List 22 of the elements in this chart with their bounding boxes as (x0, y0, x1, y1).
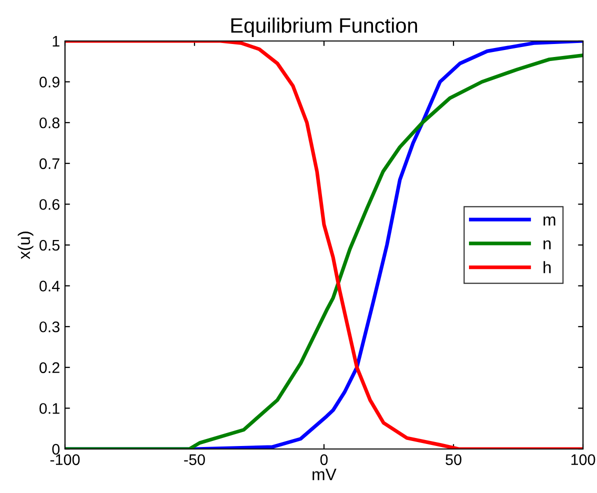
x-axis-title: mV (312, 468, 336, 480)
y-axis-title: x(u) (18, 232, 34, 260)
legend-label: m (544, 216, 556, 226)
y-tick-label: 0.6 (40, 199, 60, 210)
legend-label: h (544, 261, 551, 274)
y-tick-label: 0.5 (40, 240, 60, 251)
y-tick-label: 1 (52, 36, 60, 47)
y-tick-label: 0.3 (40, 321, 60, 332)
x-tick-label: 100 (571, 454, 596, 466)
y-tick-label: 0.8 (40, 117, 60, 128)
y-tick-label: 0.2 (40, 362, 60, 374)
x-tick-label: -50 (184, 454, 205, 466)
chart-title: Equilibrium Function (231, 18, 418, 37)
x-tick-label: 50 (446, 454, 462, 466)
y-tick-label: 0.9 (40, 76, 60, 88)
x-tick-label: -100 (50, 454, 80, 466)
y-tick-label: 0.4 (40, 280, 60, 292)
y-tick-label: 0.7 (40, 158, 60, 170)
y-tick-label: 0 (52, 444, 60, 455)
legend-label: n (544, 240, 551, 250)
x-tick-label: 0 (320, 454, 328, 466)
y-tick-label: 0.1 (40, 403, 60, 414)
